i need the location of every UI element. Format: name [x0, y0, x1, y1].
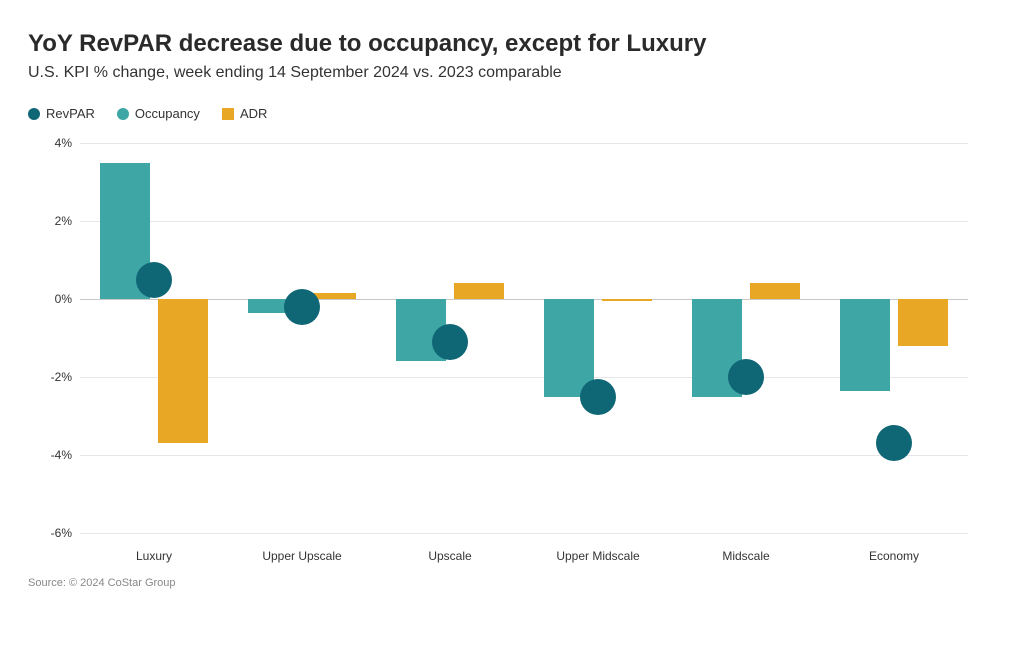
- bar-adr: [454, 283, 504, 299]
- legend-swatch-adr: [222, 108, 234, 120]
- x-axis: Luxury Upper Upscale Upscale Upper Midscale…: [80, 539, 968, 563]
- gridline: [80, 143, 968, 144]
- y-tick-label: 2%: [55, 214, 72, 228]
- x-tick-label: Upper Midscale: [556, 549, 639, 563]
- legend-item-adr: ADR: [222, 106, 267, 121]
- dot-revpar: [876, 425, 912, 461]
- source-text: Source: © 2024 CoStar Group: [28, 577, 992, 589]
- legend-label-occupancy: Occupancy: [135, 106, 200, 121]
- x-tick-label: Luxury: [136, 549, 172, 563]
- y-tick-label: 0%: [55, 292, 72, 306]
- x-tick-label: Economy: [869, 549, 919, 563]
- dot-revpar: [580, 379, 616, 415]
- dot-revpar: [728, 359, 764, 395]
- x-tick-label: Upper Upscale: [262, 549, 341, 563]
- chart-subtitle: U.S. KPI % change, week ending 14 Septem…: [28, 64, 992, 82]
- y-tick-label: 4%: [55, 136, 72, 150]
- gridline: [80, 377, 968, 378]
- bar-adr: [158, 299, 208, 443]
- dot-revpar: [432, 324, 468, 360]
- chart: -6%-4%-2%0%2%4% LuxuryUpper UpscaleUpsca…: [28, 143, 992, 563]
- gridline: [80, 533, 968, 534]
- legend-label-revpar: RevPAR: [46, 106, 95, 121]
- legend-swatch-revpar: [28, 108, 40, 120]
- gridline: [80, 221, 968, 222]
- dot-revpar: [136, 262, 172, 298]
- bar-occupancy: [840, 299, 890, 391]
- legend-item-revpar: RevPAR: [28, 106, 95, 121]
- gridline: [80, 455, 968, 456]
- legend-label-adr: ADR: [240, 106, 267, 121]
- legend-swatch-occupancy: [117, 108, 129, 120]
- zero-gridline: [80, 299, 968, 300]
- legend: RevPAR Occupancy ADR: [28, 106, 992, 121]
- chart-title: YoY RevPAR decrease due to occupancy, ex…: [28, 30, 992, 58]
- y-tick-label: -2%: [51, 370, 72, 384]
- bar-adr: [750, 283, 800, 299]
- plot-area: [80, 143, 968, 533]
- y-axis: -6%-4%-2%0%2%4%: [28, 143, 76, 533]
- bar-adr: [898, 299, 948, 346]
- dot-revpar: [284, 289, 320, 325]
- x-tick-label: Upscale: [428, 549, 471, 563]
- bar-adr: [602, 299, 652, 301]
- y-tick-label: -6%: [51, 526, 72, 540]
- x-tick-label: Midscale: [722, 549, 769, 563]
- legend-item-occupancy: Occupancy: [117, 106, 200, 121]
- y-tick-label: -4%: [51, 448, 72, 462]
